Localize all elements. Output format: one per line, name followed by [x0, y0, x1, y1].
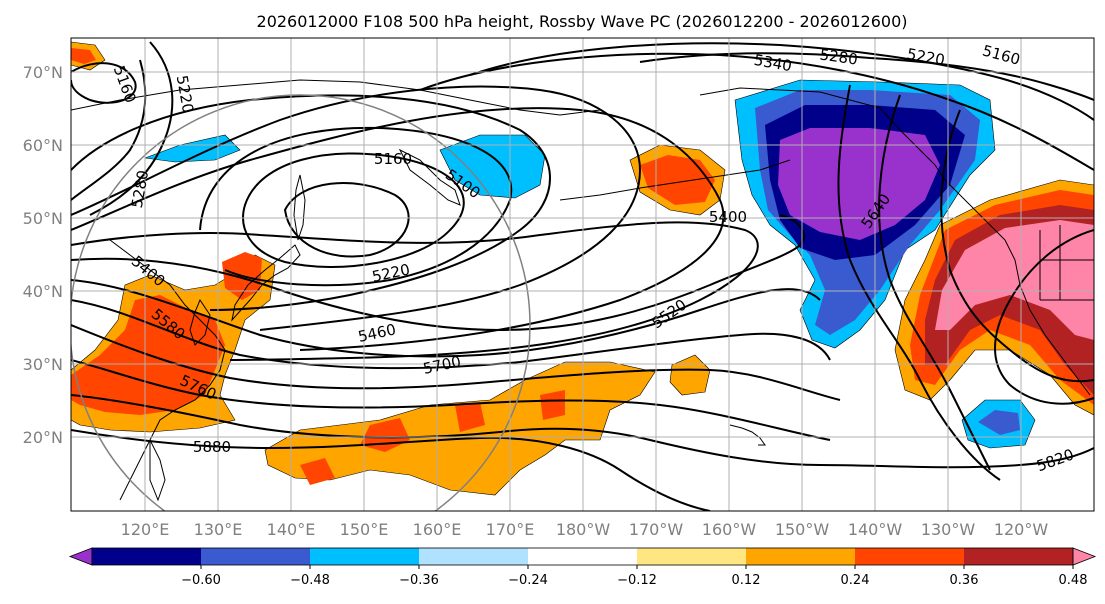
coast-kamchatka	[398, 148, 461, 206]
contour-label: 5880	[193, 438, 231, 456]
chart-title: 2026012000 F108 500 hPa height, Rossby W…	[257, 12, 908, 31]
coast-japan	[231, 244, 301, 322]
colorbar-tick-label: −0.24	[508, 573, 548, 588]
coast-aleutians	[559, 159, 791, 201]
coast-alaska	[699, 87, 1006, 241]
fill-positive-subtropical-red2	[455, 402, 485, 432]
colorbar-extend-min	[68, 547, 93, 566]
coastlines	[71, 79, 1094, 502]
lon-label: 120°W	[994, 520, 1049, 539]
lat-label: 20°N	[23, 428, 63, 447]
contour-5520	[71, 214, 805, 332]
fill-positive-subtropical-red4	[300, 458, 335, 485]
contour-west-5220	[89, 41, 174, 216]
colorbar-tick-label: 0.12	[732, 573, 761, 588]
contour-5760	[71, 359, 831, 441]
contour-upper-3	[639, 52, 1094, 101]
lat-label: 70°N	[23, 63, 63, 82]
coast-north-america	[1004, 239, 1091, 396]
contour-5880	[71, 429, 711, 511]
lon-label: 180°W	[556, 520, 611, 539]
fill-positive-nw-corner-red	[71, 48, 96, 64]
lon-label: 160°E	[413, 520, 462, 539]
colorbar-swatch	[92, 548, 202, 565]
map-frame	[70, 37, 1095, 512]
colorbar-swatches	[68, 547, 1097, 566]
great-circle-ring	[71, 94, 531, 511]
lat-label: 40°N	[23, 282, 63, 301]
coast-siberia	[71, 79, 601, 116]
colorbar-tick-label: 0.36	[950, 573, 979, 588]
colorbar-swatch	[528, 548, 638, 565]
contour-label: 5280	[819, 45, 859, 68]
lon-label: 150°E	[340, 520, 389, 539]
colorbar: −0.60 −0.48 −0.36 −0.24 −0.12 0.12 0.24 0.36 0.4…	[68, 547, 1097, 588]
contour-east-trough-3	[940, 109, 1094, 383]
colorbar-tick-label: 0.48	[1059, 573, 1088, 588]
contour-east-trough-1	[837, 84, 1001, 481]
contour-label: 5160	[374, 150, 412, 168]
contour-5100	[283, 182, 410, 258]
colorbar-tick-label: −0.36	[399, 573, 439, 588]
colorbar-swatch	[855, 548, 965, 565]
lat-label: 60°N	[23, 136, 63, 155]
coast-sakhalin	[293, 174, 306, 241]
colorbar-tick-label: −0.48	[290, 573, 330, 588]
contour-5820	[71, 394, 1094, 469]
colorbar-swatch	[746, 548, 856, 565]
colorbar-swatch	[419, 548, 529, 565]
coast-korea	[189, 298, 211, 346]
colorbar-tick-label: −0.60	[181, 573, 221, 588]
colorbar-extend-max	[1072, 547, 1097, 566]
coast-east-asia	[109, 239, 226, 501]
colorbar-swatch	[637, 548, 747, 565]
fill-negative-kamchatka	[439, 134, 546, 199]
coast-philippines	[149, 439, 166, 502]
colorbar-ticks: −0.60 −0.48 −0.36 −0.24 −0.12 0.12 0.24 0.36 0.4…	[181, 565, 1088, 588]
contour-east-trough-2	[878, 94, 991, 471]
contour-5700	[71, 324, 841, 401]
fill-positive-hawaii-north	[669, 354, 711, 396]
colorbar-frame	[91, 547, 1074, 566]
longitude-labels: 120°E 130°E 140°E 150°E 160°E 170°E 180°…	[121, 520, 1049, 539]
contour-5160	[242, 152, 465, 268]
contour-5340	[71, 85, 642, 331]
lon-label: 130°E	[194, 520, 243, 539]
contour-east-ridge	[994, 229, 1094, 405]
coast-states	[1039, 225, 1094, 301]
colorbar-tick-label: 0.24	[841, 573, 870, 588]
lon-label: 160°W	[702, 520, 757, 539]
latitude-labels: 70°N 60°N 50°N 40°N 30°N 20°N	[23, 63, 63, 447]
map-panel: 5160 5220 5280 5340 5280 5220 5160 5160 …	[70, 37, 1095, 512]
lon-label: 140°W	[848, 520, 903, 539]
colorbar-swatch	[201, 548, 311, 565]
colorbar-tick-label: −0.12	[617, 573, 657, 588]
contour-upper-2	[469, 42, 1094, 121]
contour-5220	[199, 126, 513, 287]
contour-label: 5400	[709, 208, 747, 226]
fill-positive-subtropical-red3	[540, 390, 565, 420]
lon-label: 140°E	[267, 520, 316, 539]
fill-negative-east-hawaii-core	[978, 410, 1020, 435]
fill-positive-bering-red	[640, 155, 715, 205]
fill-negative-alaska-core	[778, 128, 940, 240]
lat-label: 30°N	[23, 355, 63, 374]
lat-label: 50°N	[23, 209, 63, 228]
colorbar-swatch	[310, 548, 420, 565]
contour-5580	[71, 279, 821, 358]
colorbar-swatch	[964, 548, 1074, 565]
gridlines	[71, 38, 1094, 511]
lon-label: 120°E	[121, 520, 170, 539]
lon-label: 150°W	[775, 520, 830, 539]
lon-label: 170°E	[486, 520, 535, 539]
lon-label: 130°W	[921, 520, 976, 539]
contour-5280	[71, 94, 551, 311]
lon-label: 170°W	[629, 520, 684, 539]
contour-5400	[71, 107, 725, 351]
coast-hawaii	[729, 424, 766, 446]
contour-5160-nw	[71, 62, 137, 104]
